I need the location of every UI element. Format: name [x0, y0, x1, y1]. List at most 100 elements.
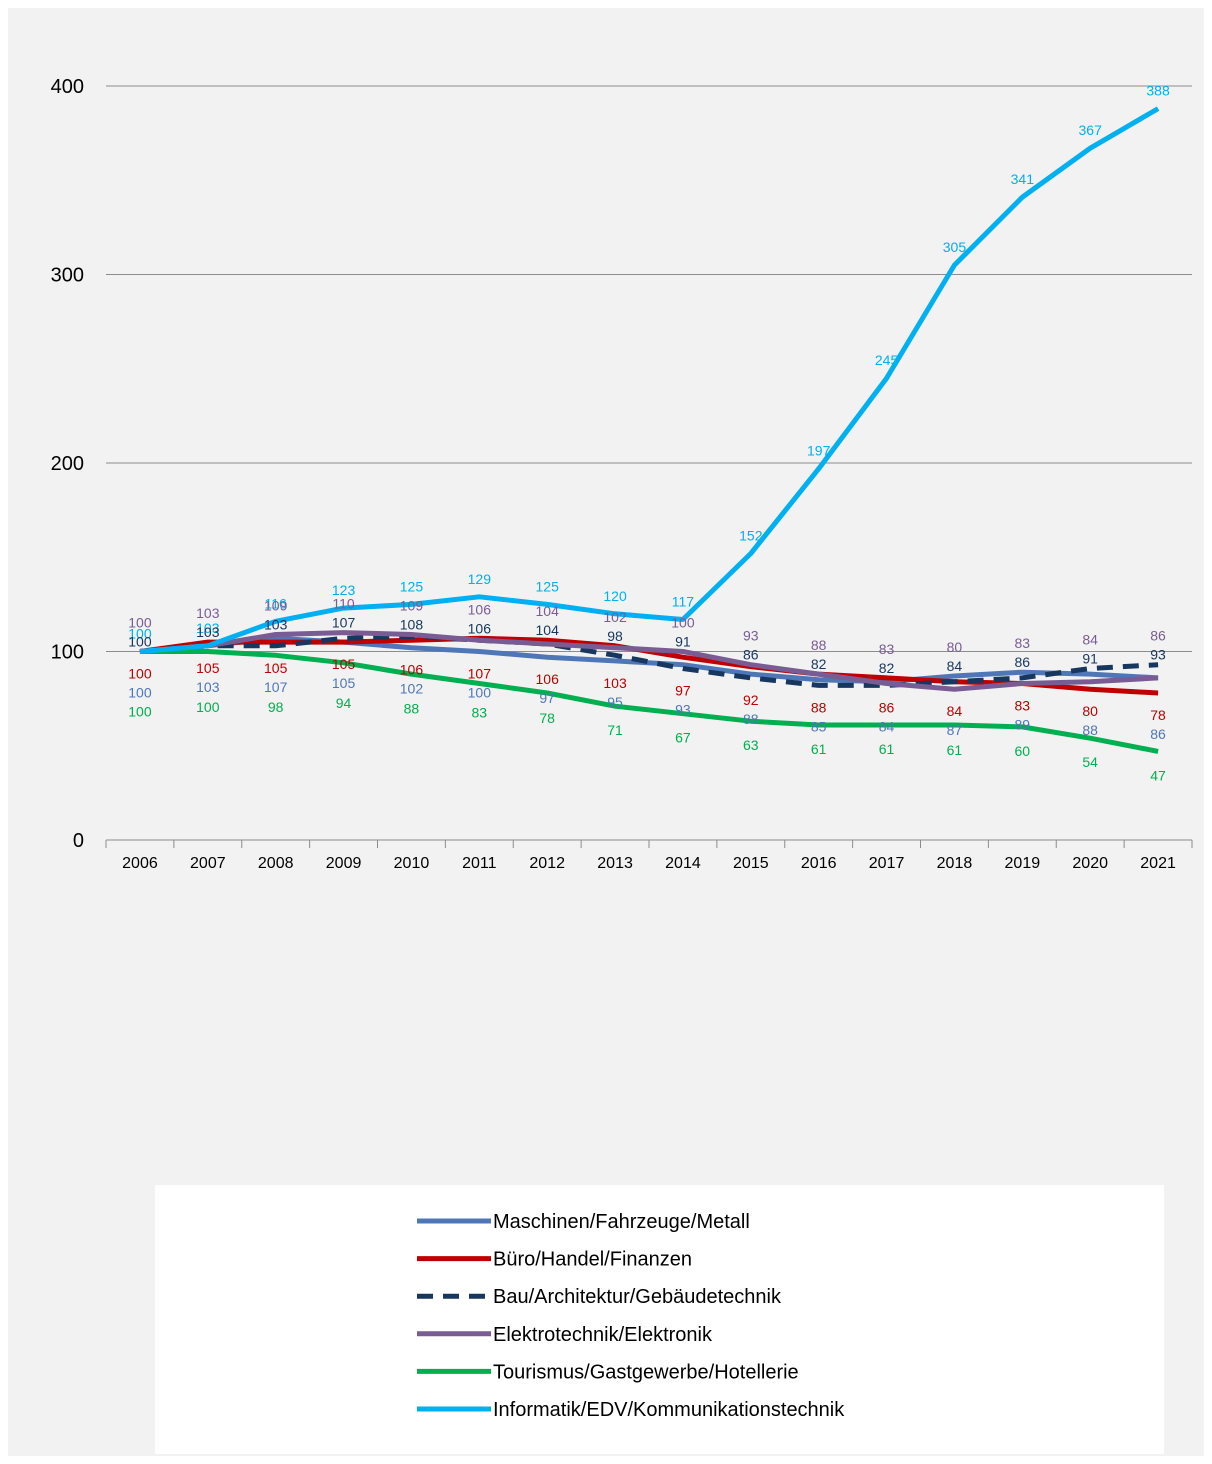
data-label-4-2007: 100 [196, 699, 220, 715]
data-label-1-2009: 105 [332, 656, 356, 672]
y-tick-label-0: 0 [73, 830, 84, 852]
data-label-0-2014: 93 [675, 701, 691, 717]
data-label-3-2008: 109 [264, 598, 288, 614]
data-label-2-2006: 100 [128, 634, 152, 650]
y-tick-label-300: 300 [51, 265, 84, 287]
data-label-3-2012: 104 [536, 603, 560, 619]
data-label-4-2008: 98 [268, 699, 284, 715]
data-label-1-2018: 84 [947, 703, 963, 719]
data-label-5-2010: 125 [400, 578, 424, 594]
data-label-2-2008: 103 [264, 617, 288, 633]
y-tick-label-200: 200 [51, 453, 84, 475]
data-label-1-2006: 100 [128, 666, 152, 682]
line-chart: 0 100 200 300 400 2006 2007 2008 2009 2010 2011 201… [51, 76, 1193, 872]
x-tick-label-2016: 2016 [801, 855, 837, 872]
x-tick-label-2011: 2011 [462, 855, 497, 872]
data-label-4-2018: 61 [947, 742, 963, 758]
data-label-1-2013: 103 [603, 675, 627, 691]
data-label-3-2016: 88 [811, 637, 827, 653]
data-label-4-2013: 71 [607, 722, 623, 738]
data-label-3-2015: 93 [743, 628, 759, 644]
data-label-0-2006: 100 [128, 685, 152, 701]
x-tick-label-2009: 2009 [326, 855, 362, 872]
x-tick-label-2013: 2013 [597, 855, 633, 872]
data-label-1-2017: 86 [879, 699, 895, 715]
legend-label-1: Büro/Handel/Finanzen [493, 1249, 692, 1271]
data-label-4-2006: 100 [128, 704, 152, 720]
data-label-2-2020: 91 [1082, 650, 1098, 666]
data-label-5-2017: 245 [875, 352, 899, 368]
data-label-0-2007: 103 [196, 679, 220, 695]
data-label-5-2006: 100 [128, 626, 152, 642]
legend-label-2: Bau/Architektur/Gebäudetechnik [493, 1286, 782, 1308]
data-label-2-2019: 86 [1015, 654, 1031, 670]
data-label-0-2008: 107 [264, 679, 288, 695]
series-line-5 [139, 106, 1160, 654]
data-label-2-2017: 82 [879, 660, 895, 676]
data-label-4-2012: 78 [539, 710, 555, 726]
data-label-2-2013: 98 [607, 628, 623, 644]
x-tick-label-2014: 2014 [665, 855, 701, 872]
x-tick-label-2006: 2006 [122, 855, 158, 872]
data-label-0-2020: 88 [1082, 722, 1098, 738]
data-label-1-2014: 97 [675, 682, 691, 698]
data-label-2-2016: 82 [811, 656, 827, 672]
data-label-4-2015: 63 [743, 737, 759, 753]
legend-label-0: Maschinen/Fahrzeuge/Metall [493, 1211, 750, 1233]
data-label-2-2014: 91 [675, 634, 691, 650]
x-tick-label-2015: 2015 [733, 855, 769, 872]
series-line-4 [139, 649, 1159, 754]
data-label-3-2011: 106 [468, 601, 492, 617]
data-label-0-2013: 95 [607, 694, 623, 710]
x-tick-label-2018: 2018 [937, 855, 973, 872]
data-label-3-2009: 110 [332, 596, 355, 612]
data-label-5-2020: 367 [1079, 122, 1103, 138]
data-label-2-2015: 86 [743, 647, 759, 663]
series-line-2 [139, 633, 1159, 688]
data-label-1-2007: 105 [196, 660, 220, 676]
legend: Maschinen/Fahrzeuge/Metall Büro/Handel/Fi… [155, 1185, 1164, 1454]
x-tick-label-2019: 2019 [1005, 855, 1041, 872]
series-lines [139, 106, 1160, 754]
data-label-3-2017: 83 [879, 641, 895, 657]
series-line-0 [139, 635, 1159, 685]
data-label-3-2014: 100 [671, 615, 695, 631]
data-label-2-2009: 107 [332, 615, 356, 631]
data-label-4-2017: 61 [879, 741, 895, 757]
data-label-0-2018: 87 [947, 722, 963, 738]
data-label-5-2018: 305 [943, 239, 967, 255]
data-label-0-2012: 97 [539, 690, 555, 706]
data-label-1-2015: 92 [743, 692, 759, 708]
data-label-3-2006: 100 [128, 615, 152, 631]
data-label-2-2011: 106 [468, 620, 492, 636]
legend-label-5: Informatik/EDV/Kommunikationstechnik [493, 1399, 845, 1421]
x-tick-label-2007: 2007 [190, 855, 226, 872]
data-label-5-2007: 103 [196, 620, 220, 636]
data-label-4-2009: 94 [336, 695, 352, 711]
data-label-2-2018: 84 [947, 658, 963, 674]
data-label-2-2012: 104 [536, 622, 560, 638]
data-label-1-2008: 105 [264, 660, 288, 676]
data-label-3-2021: 86 [1150, 628, 1166, 644]
data-label-3-2007: 103 [196, 605, 220, 621]
data-label-4-2010: 88 [404, 701, 420, 717]
data-label-1-2019: 83 [1015, 698, 1031, 714]
series-line-3 [139, 630, 1159, 692]
data-label-0-2009: 105 [332, 675, 356, 691]
data-label-0-2019: 89 [1015, 717, 1031, 733]
x-tick-label-2017: 2017 [869, 855, 905, 872]
x-tick-label-2012: 2012 [529, 855, 565, 872]
data-label-5-2009: 123 [332, 582, 356, 598]
y-tick-label-400: 400 [51, 76, 84, 98]
legend-label-3: Elektrotechnik/Elektronik [493, 1324, 713, 1346]
legend-svg: Maschinen/Fahrzeuge/Metall Büro/Handel/Fi… [417, 1211, 845, 1421]
data-label-1-2010: 106 [400, 662, 424, 678]
data-label-3-2013: 102 [603, 609, 627, 625]
x-tick-label-2021: 2021 [1140, 855, 1176, 872]
y-tick-label-100: 100 [51, 642, 84, 664]
data-label-3-2020: 84 [1082, 631, 1098, 647]
x-tick-label-2010: 2010 [394, 855, 430, 872]
data-label-0-2011: 100 [468, 685, 492, 701]
data-label-5-2008: 116 [265, 595, 288, 611]
data-label-5-2013: 120 [603, 588, 627, 604]
